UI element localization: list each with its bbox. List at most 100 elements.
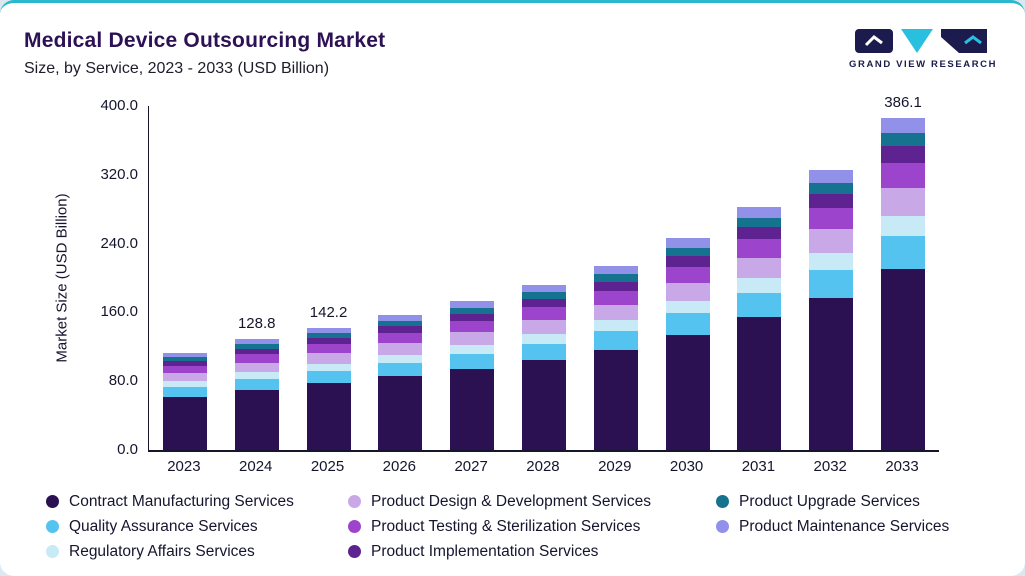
y-tick: 0.0 — [117, 441, 138, 458]
bar-segment — [665, 238, 710, 248]
bar-segment — [234, 378, 279, 390]
bar-2024: 128.8 — [234, 315, 279, 450]
legend-color-dot — [46, 495, 59, 508]
bar-segment — [306, 344, 351, 354]
bar-segment — [665, 282, 710, 301]
y-tick: 80.0 — [108, 372, 138, 390]
bar-segment — [306, 327, 351, 334]
bar-value-label: 128.8 — [237, 315, 276, 333]
bar-segment — [378, 376, 423, 450]
bar-segment — [521, 292, 566, 300]
y-tick: 400.0 — [100, 97, 138, 114]
bar-segment — [234, 339, 279, 345]
y-tick: 160.0 — [100, 303, 138, 321]
bar-segment — [306, 333, 351, 339]
bar-segment — [450, 353, 495, 369]
legend-item: Product Maintenance Services — [716, 518, 949, 536]
bar-segment — [450, 344, 495, 354]
bar-segment — [306, 353, 351, 364]
bar-segment — [665, 334, 710, 450]
legend-color-dot — [348, 520, 361, 533]
bar-segment — [881, 235, 926, 270]
bar-segment — [234, 389, 279, 450]
x-tick: 2023 — [167, 458, 201, 475]
bar-segment — [521, 299, 566, 308]
bar-segment — [378, 343, 423, 355]
legend-item: Product Testing & Sterilization Services — [348, 518, 716, 536]
bar-segment — [378, 333, 423, 344]
legend-item: Product Upgrade Services — [716, 493, 949, 511]
bar-segment — [378, 314, 423, 322]
bar-segment — [593, 274, 638, 282]
bar-segment — [306, 371, 351, 384]
bar-segment — [378, 326, 423, 334]
bar-2028 — [521, 285, 566, 450]
bar-segment — [162, 357, 207, 361]
bar-segment — [306, 383, 351, 450]
plot-area: 128.8 142.2 386.1 — [148, 94, 939, 452]
bar-segment — [521, 307, 566, 320]
bar-segment — [450, 307, 495, 314]
bar-segment — [234, 344, 279, 349]
bar-segment — [809, 229, 854, 253]
legend-item: Regulatory Affairs Services — [46, 543, 348, 561]
legend-item: Product Design & Development Services — [348, 493, 716, 511]
logo-wordmark: GRAND VIEW RESEARCH — [849, 59, 998, 70]
chart-legend: Contract Manufacturing Services Quality A… — [46, 489, 949, 564]
x-tick: 2030 — [669, 458, 704, 475]
x-tick: 2024 — [239, 458, 273, 475]
legend-label: Product Testing & Sterilization Services — [371, 517, 641, 535]
y-tick: 320.0 — [100, 165, 138, 183]
bar-segment — [521, 319, 566, 334]
grand-view-research-logo: GRAND VIEW RESEARCH — [849, 29, 997, 70]
legend-item: Quality Assurance Services — [46, 518, 348, 536]
bar-segment — [809, 170, 854, 183]
bar-segment — [450, 313, 495, 322]
x-tick: 2025 — [310, 458, 345, 475]
bar-segment — [737, 239, 782, 258]
bar-segment — [521, 360, 566, 450]
legend-item: Contract Manufacturing Services — [46, 493, 348, 511]
bar-segment — [450, 332, 495, 345]
bar-segment — [593, 291, 638, 305]
bar-segment — [593, 266, 638, 275]
bar-segment — [521, 285, 566, 293]
bar-2026 — [378, 314, 423, 450]
bar-segment — [234, 354, 279, 363]
bar-segment — [162, 381, 207, 388]
legend-label: Contract Manufacturing Services — [69, 492, 294, 510]
legend-color-dot — [46, 520, 59, 533]
legend-label: Regulatory Affairs Services — [69, 542, 255, 560]
x-axis-labels: 2023 2024 2025 2026 2027 2028 2029 2030 2031 2032… — [148, 458, 938, 475]
legend-label: Product Design & Development Services — [371, 492, 651, 510]
bar-2033: 386.1 — [881, 94, 926, 450]
bar-segment — [234, 362, 279, 372]
bar-2029 — [593, 266, 638, 450]
bar-segment — [881, 187, 926, 216]
page-title: Medical Device Outsourcing Market — [24, 29, 386, 52]
bar-segment — [234, 371, 279, 379]
legend-label: Quality Assurance Services — [69, 517, 258, 535]
bar-segment — [162, 396, 207, 450]
bar-segment — [593, 281, 638, 292]
bar-segment — [593, 331, 638, 350]
bar-segment — [809, 208, 854, 230]
bar-segment — [378, 354, 423, 363]
bar-segment — [378, 321, 423, 327]
bar-segment — [737, 217, 782, 228]
bar-segment — [737, 292, 782, 318]
legend-label: Product Implementation Services — [371, 542, 599, 560]
bar-segment — [665, 247, 710, 257]
y-tick: 240.0 — [100, 234, 138, 252]
bar-2031 — [737, 206, 782, 450]
legend-item: Product Implementation Services — [348, 543, 716, 561]
bar-segment — [162, 352, 207, 358]
x-tick: 2029 — [598, 458, 632, 475]
bar-segment — [306, 363, 351, 372]
x-tick: 2032 — [813, 458, 847, 475]
bar-segment — [737, 317, 782, 450]
bar-segment — [306, 338, 351, 345]
bar-segment — [737, 278, 782, 293]
bar-segment — [450, 321, 495, 333]
